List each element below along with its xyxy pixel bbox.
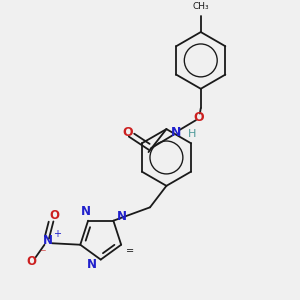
- Text: =: =: [126, 246, 134, 256]
- Text: O: O: [193, 111, 204, 124]
- Text: N: N: [87, 259, 98, 272]
- Text: N: N: [81, 205, 91, 218]
- Text: H: H: [188, 129, 196, 139]
- Text: O: O: [122, 126, 133, 139]
- Text: N: N: [42, 234, 52, 248]
- Text: N: N: [117, 210, 127, 223]
- Text: O: O: [26, 255, 36, 268]
- Text: N: N: [171, 126, 181, 139]
- Text: +: +: [53, 229, 61, 239]
- Text: ⁻: ⁻: [39, 247, 46, 260]
- Text: CH₃: CH₃: [193, 2, 209, 11]
- Text: O: O: [49, 209, 59, 222]
